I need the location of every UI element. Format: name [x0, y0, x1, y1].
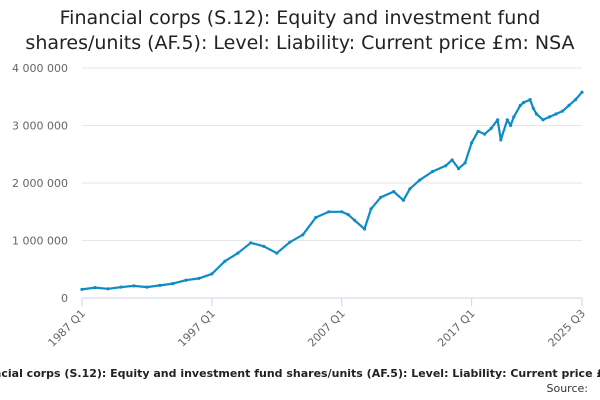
data-point[interactable]: [496, 118, 500, 122]
data-point[interactable]: [262, 244, 266, 248]
data-point[interactable]: [401, 198, 405, 202]
data-point[interactable]: [509, 123, 513, 128]
data-point[interactable]: [531, 106, 535, 110]
data-point[interactable]: [547, 115, 552, 119]
data-point[interactable]: [505, 118, 509, 122]
y-tick-label: 3 000 000: [12, 120, 68, 133]
data-point[interactable]: [573, 98, 578, 102]
x-tick-label: 2025 Q3: [546, 307, 589, 350]
data-point[interactable]: [483, 132, 487, 136]
series-line: [81, 91, 583, 291]
y-axis-labels: 0 1 000 000 2 000 000 3 000 000 4 000 000: [12, 62, 68, 305]
data-point[interactable]: [431, 169, 435, 174]
legend[interactable]: Financial corps (S.12): Equity and inves…: [0, 367, 600, 380]
y-tick-label: 2 000 000: [12, 177, 68, 190]
x-axis-labels: 1987 Q1 1997 Q1 2007 Q1 2017 Q1 2025 Q3: [46, 298, 589, 350]
y-tick-label: 0: [61, 292, 68, 305]
data-point[interactable]: [580, 90, 584, 94]
data-point[interactable]: [362, 227, 367, 231]
data-point[interactable]: [327, 210, 331, 214]
data-point[interactable]: [457, 167, 461, 171]
series-layer: [80, 90, 584, 291]
data-point[interactable]: [346, 213, 350, 217]
data-point[interactable]: [444, 164, 448, 168]
data-point[interactable]: [353, 218, 357, 222]
data-point[interactable]: [80, 287, 84, 291]
data-point[interactable]: [314, 215, 318, 220]
data-point[interactable]: [470, 141, 474, 145]
data-point[interactable]: [119, 285, 123, 289]
gridlines: [82, 67, 582, 241]
data-point[interactable]: [158, 283, 162, 287]
data-point[interactable]: [522, 100, 526, 105]
data-point[interactable]: [567, 103, 571, 107]
data-point[interactable]: [171, 282, 175, 286]
data-point[interactable]: [528, 98, 532, 102]
data-point[interactable]: [301, 233, 305, 237]
legend-label: Financial corps (S.12): Equity and inves…: [0, 367, 600, 380]
data-point[interactable]: [489, 126, 493, 130]
x-tick-label: 1997 Q1: [175, 307, 218, 350]
chart-title: Financial corps (S.12): Equity and inves…: [0, 6, 600, 56]
data-point[interactable]: [534, 112, 539, 116]
chart-title-line-1: Financial corps (S.12): Equity and inves…: [59, 7, 541, 29]
data-point[interactable]: [476, 129, 480, 133]
data-point[interactable]: [499, 138, 503, 142]
data-point[interactable]: [93, 286, 97, 290]
data-point[interactable]: [450, 158, 454, 162]
data-point[interactable]: [418, 178, 422, 182]
chart-title-line-2: shares/units (AF.5): Level: Liability: C…: [25, 32, 575, 54]
data-point[interactable]: [408, 187, 412, 191]
data-point[interactable]: [223, 259, 227, 263]
data-point[interactable]: [392, 190, 396, 194]
data-point[interactable]: [236, 251, 240, 255]
data-point[interactable]: [560, 109, 565, 113]
data-point[interactable]: [340, 210, 344, 214]
data-point[interactable]: [288, 240, 292, 244]
y-tick-label: 4 000 000: [12, 62, 68, 75]
data-point[interactable]: [210, 272, 214, 276]
data-point[interactable]: [145, 285, 149, 289]
data-point[interactable]: [541, 118, 545, 122]
data-point[interactable]: [132, 284, 136, 288]
data-point[interactable]: [512, 115, 516, 119]
data-point[interactable]: [197, 276, 201, 280]
y-tick-label: 1 000 000: [12, 235, 68, 248]
data-point[interactable]: [379, 195, 383, 199]
x-tick-label: 2007 Q1: [305, 307, 348, 350]
data-point[interactable]: [184, 278, 188, 282]
data-point[interactable]: [463, 161, 467, 165]
x-tick-label: 2017 Q1: [435, 307, 478, 350]
data-point[interactable]: [106, 287, 110, 291]
source-label: Source:: [546, 382, 589, 395]
data-point[interactable]: [518, 103, 522, 107]
data-point[interactable]: [249, 241, 253, 245]
data-point[interactable]: [554, 112, 558, 116]
x-tick-label: 1987 Q1: [46, 307, 89, 350]
data-point[interactable]: [275, 251, 279, 255]
data-point[interactable]: [369, 207, 373, 211]
